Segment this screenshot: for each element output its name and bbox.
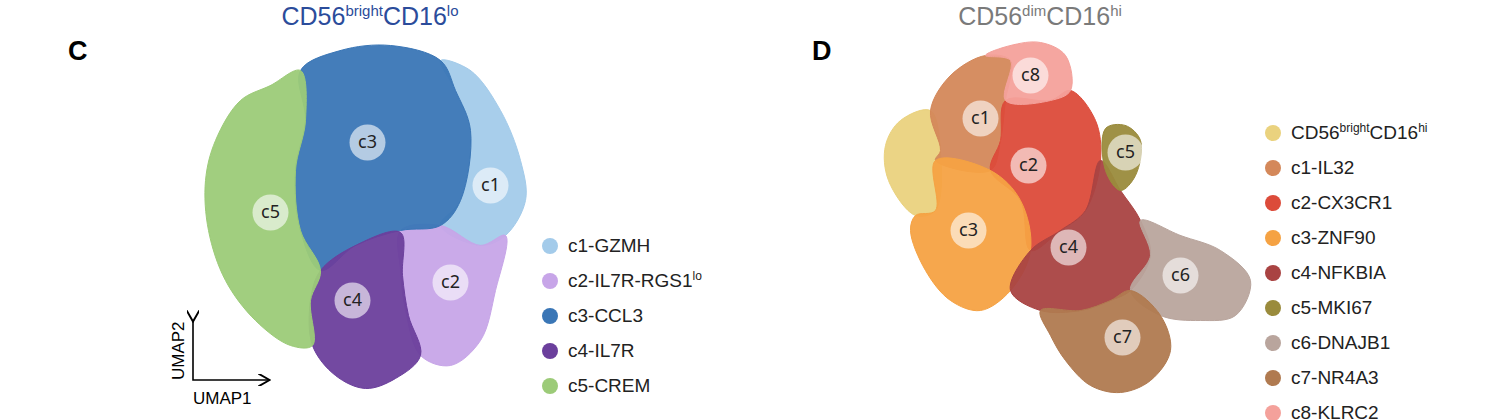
svg-text:c4: c4 bbox=[1059, 234, 1078, 258]
html-text:c5-CREM: c5-CREM bbox=[568, 374, 651, 396]
html-text:c2-CX3CR1: c2-CX3CR1 bbox=[1291, 191, 1393, 213]
html-text:c4-NFKBIA: c4-NFKBIA bbox=[1291, 261, 1386, 283]
svg-text:c2: c2 bbox=[441, 269, 460, 293]
svg-text:c5: c5 bbox=[261, 199, 280, 223]
html-text:c2-IL7R-RGS1lo: c2-IL7R-RGS1lo bbox=[568, 268, 702, 291]
html-text:c1-IL32: c1-IL32 bbox=[1291, 156, 1355, 178]
html-text:CD56brightCD16hi: CD56brightCD16hi bbox=[1291, 120, 1428, 143]
html-text:c6-DNAJB1: c6-DNAJB1 bbox=[1291, 331, 1391, 353]
svg-text:c1: c1 bbox=[971, 105, 990, 129]
svg-text:c8: c8 bbox=[1021, 62, 1040, 86]
html-text:CD56brightCD16lo: CD56brightCD16lo bbox=[281, 2, 459, 30]
html-text:D: D bbox=[812, 36, 832, 66]
html-text:c3-ZNF90: c3-ZNF90 bbox=[1291, 226, 1376, 248]
html-text:CD56dimCD16hi: CD56dimCD16hi bbox=[958, 2, 1122, 30]
svg-text:c3: c3 bbox=[358, 129, 377, 153]
html-text:c5-MKI67: c5-MKI67 bbox=[1291, 296, 1373, 318]
svg-text:c3: c3 bbox=[959, 217, 978, 241]
svg-text:UMAP2: UMAP2 bbox=[169, 321, 188, 380]
html-text:C: C bbox=[68, 36, 88, 66]
svg-text:UMAP1: UMAP1 bbox=[193, 389, 252, 408]
html-text:c1-GZMH: c1-GZMH bbox=[568, 234, 651, 256]
svg-text:c5: c5 bbox=[1116, 139, 1135, 163]
svg-text:c6: c6 bbox=[1171, 262, 1190, 286]
svg-text:c7: c7 bbox=[1113, 324, 1132, 348]
svg-text:c1: c1 bbox=[481, 172, 500, 196]
svg-text:c4: c4 bbox=[343, 287, 362, 311]
html-text:c4-IL7R: c4-IL7R bbox=[568, 339, 635, 361]
html-text:c7-NR4A3: c7-NR4A3 bbox=[1291, 366, 1379, 388]
html-text:c3-CCL3: c3-CCL3 bbox=[568, 304, 643, 326]
svg-text:c2: c2 bbox=[1019, 152, 1038, 176]
